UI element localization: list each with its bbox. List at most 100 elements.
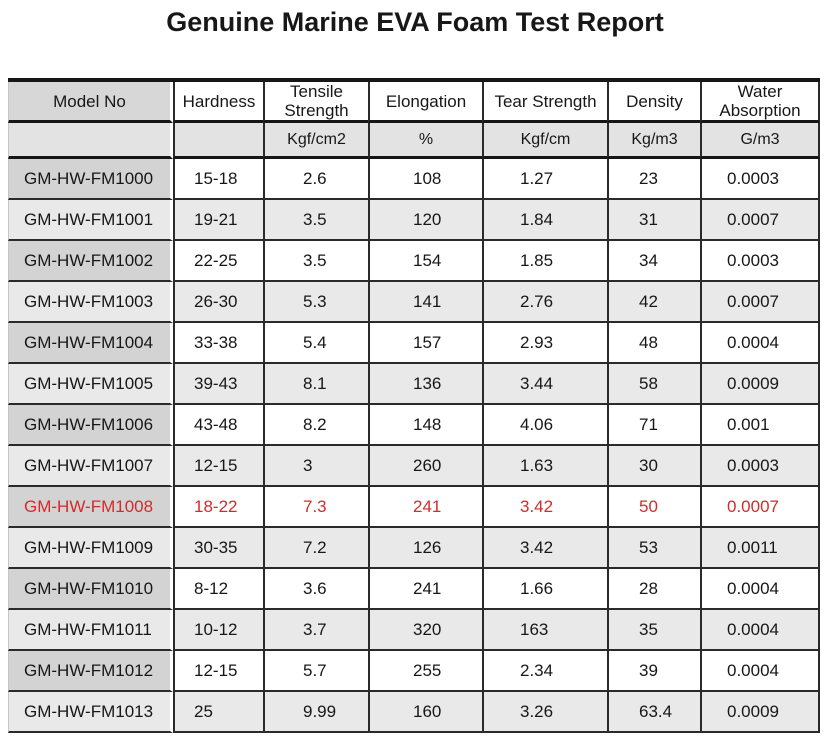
tear-strength-value-cell: 3.26 <box>482 692 607 733</box>
table-row: GM-HW-FM1013 25 9.99 160 3.26 63.4 0.0009 <box>8 692 820 733</box>
elongation-value-cell: 136 <box>368 364 482 405</box>
elongation-value-cell: 260 <box>368 446 482 487</box>
table-body: GM-HW-FM1000 15-18 2.6 108 1.27 23 0.0003 GM-HW… <box>8 159 820 733</box>
tensile-strength-value-cell: 5.3 <box>263 282 368 323</box>
tensile-strength-value-cell: 3 <box>263 446 368 487</box>
column-unit-hardness <box>173 123 263 159</box>
water-absorption-value-cell: 0.0007 <box>700 487 820 528</box>
density-value-cell: 63.4 <box>607 692 700 733</box>
test-report-table: Model No Hardness Tensile Strength Elongati… <box>8 78 820 733</box>
header-row: Model No Hardness Tensile Strength Elongati… <box>8 82 820 123</box>
elongation-value-cell: 148 <box>368 405 482 446</box>
hardness-value-cell: 10-12 <box>173 610 263 651</box>
density-value-cell: 31 <box>607 200 700 241</box>
model-no-cell: GM-HW-FM1013 <box>8 692 173 733</box>
column-header-water-absorption: Water Absorption <box>700 82 820 123</box>
table-header: Model No Hardness Tensile Strength Elongati… <box>8 82 820 159</box>
model-no-cell: GM-HW-FM1012 <box>8 651 173 692</box>
water-absorption-value-cell: 0.0007 <box>700 200 820 241</box>
water-absorption-value-cell: 0.0003 <box>700 159 820 200</box>
elongation-value-cell: 320 <box>368 610 482 651</box>
density-value-cell: 30 <box>607 446 700 487</box>
table-row: GM-HW-FM1007 12-15 3 260 1.63 30 0.0003 <box>8 446 820 487</box>
model-no-cell: GM-HW-FM1002 <box>8 241 173 282</box>
elongation-value-cell: 120 <box>368 200 482 241</box>
water-absorption-value-cell: 0.0009 <box>700 364 820 405</box>
tear-strength-value-cell: 1.85 <box>482 241 607 282</box>
column-header-hardness: Hardness <box>173 82 263 123</box>
table-row: GM-HW-FM1012 12-15 5.7 255 2.34 39 0.0004 <box>8 651 820 692</box>
model-no-cell: GM-HW-FM1004 <box>8 323 173 364</box>
density-value-cell: 28 <box>607 569 700 610</box>
column-unit-model-no <box>8 123 173 159</box>
tear-strength-value-cell: 1.27 <box>482 159 607 200</box>
table-row: GM-HW-FM1006 43-48 8.2 148 4.06 71 0.001 <box>8 405 820 446</box>
water-absorption-value-cell: 0.0004 <box>700 569 820 610</box>
tensile-strength-value-cell: 3.5 <box>263 241 368 282</box>
table-row: GM-HW-FM1004 33-38 5.4 157 2.93 48 0.0004 <box>8 323 820 364</box>
tear-strength-value-cell: 3.42 <box>482 528 607 569</box>
elongation-value-cell: 241 <box>368 569 482 610</box>
model-no-cell: GM-HW-FM1005 <box>8 364 173 405</box>
elongation-value-cell: 157 <box>368 323 482 364</box>
hardness-value-cell: 26-30 <box>173 282 263 323</box>
tear-strength-value-cell: 3.42 <box>482 487 607 528</box>
density-value-cell: 71 <box>607 405 700 446</box>
water-absorption-value-cell: 0.0011 <box>700 528 820 569</box>
units-row: Kgf/cm2% Kgf/cm Kg/m3 G/m3 <box>8 123 820 159</box>
tensile-strength-value-cell: 5.7 <box>263 651 368 692</box>
hardness-value-cell: 8-12 <box>173 569 263 610</box>
tear-strength-value-cell: 3.44 <box>482 364 607 405</box>
elongation-value-cell: 241 <box>368 487 482 528</box>
density-value-cell: 50 <box>607 487 700 528</box>
water-absorption-value-cell: 0.0004 <box>700 323 820 364</box>
water-absorption-value-cell: 0.0004 <box>700 610 820 651</box>
column-header-model-no: Model No <box>8 82 173 123</box>
column-unit-elongation: % <box>368 123 482 159</box>
table-row: GM-HW-FM1002 22-25 3.5 154 1.85 34 0.0003 <box>8 241 820 282</box>
elongation-value-cell: 255 <box>368 651 482 692</box>
hardness-value-cell: 12-15 <box>173 651 263 692</box>
column-unit-tear-strength: Kgf/cm <box>482 123 607 159</box>
table-row: GM-HW-FM1009 30-35 7.2 126 3.42 53 0.0011 <box>8 528 820 569</box>
water-absorption-value-cell: 0.0004 <box>700 651 820 692</box>
hardness-value-cell: 18-22 <box>173 487 263 528</box>
hardness-value-cell: 39-43 <box>173 364 263 405</box>
model-no-cell: GM-HW-FM1007 <box>8 446 173 487</box>
hardness-value-cell: 25 <box>173 692 263 733</box>
tear-strength-value-cell: 2.76 <box>482 282 607 323</box>
density-value-cell: 48 <box>607 323 700 364</box>
model-no-cell: GM-HW-FM1008 <box>8 487 173 528</box>
hardness-value-cell: 15-18 <box>173 159 263 200</box>
water-absorption-value-cell: 0.0003 <box>700 446 820 487</box>
model-no-cell: GM-HW-FM1010 <box>8 569 173 610</box>
tensile-strength-value-cell: 8.2 <box>263 405 368 446</box>
tensile-strength-value-cell: 3.6 <box>263 569 368 610</box>
column-header-elongation: Elongation <box>368 82 482 123</box>
density-value-cell: 42 <box>607 282 700 323</box>
hardness-value-cell: 12-15 <box>173 446 263 487</box>
column-unit-water-absorption: G/m3 <box>700 123 820 159</box>
density-value-cell: 39 <box>607 651 700 692</box>
tensile-strength-value-cell: 2.6 <box>263 159 368 200</box>
elongation-value-cell: 108 <box>368 159 482 200</box>
hardness-value-cell: 22-25 <box>173 241 263 282</box>
model-no-cell: GM-HW-FM1009 <box>8 528 173 569</box>
table-row: GM-HW-FM1010 8-12 3.6 241 1.66 28 0.0004 <box>8 569 820 610</box>
table-row: GM-HW-FM1005 39-43 8.1 136 3.44 58 0.0009 <box>8 364 820 405</box>
hardness-value-cell: 43-48 <box>173 405 263 446</box>
tear-strength-value-cell: 1.63 <box>482 446 607 487</box>
tensile-strength-value-cell: 7.2 <box>263 528 368 569</box>
model-no-cell: GM-HW-FM1000 <box>8 159 173 200</box>
model-no-cell: GM-HW-FM1001 <box>8 200 173 241</box>
hardness-value-cell: 33-38 <box>173 323 263 364</box>
hardness-value-cell: 30-35 <box>173 528 263 569</box>
column-header-density: Density <box>607 82 700 123</box>
tear-strength-value-cell: 2.93 <box>482 323 607 364</box>
water-absorption-value-cell: 0.001 <box>700 405 820 446</box>
elongation-value-cell: 141 <box>368 282 482 323</box>
tensile-strength-value-cell: 3.7 <box>263 610 368 651</box>
elongation-value-cell: 126 <box>368 528 482 569</box>
model-no-cell: GM-HW-FM1006 <box>8 405 173 446</box>
